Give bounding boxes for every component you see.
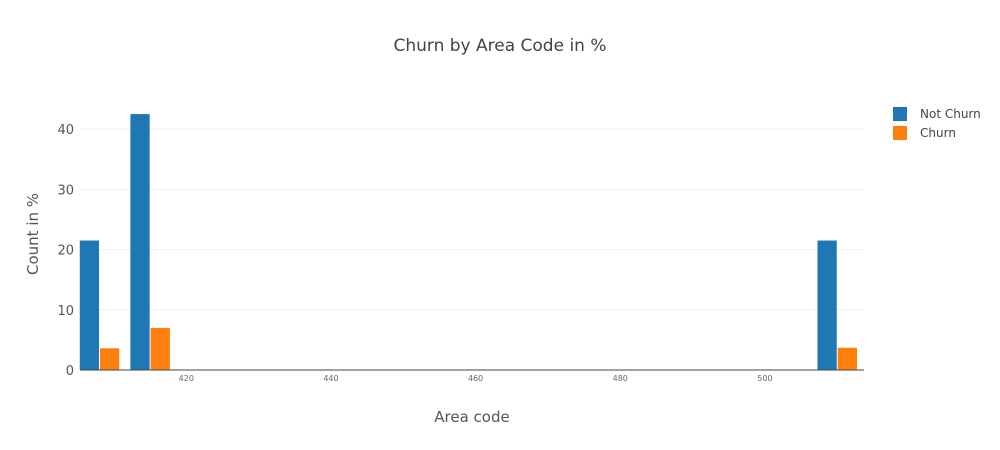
gridlines <box>80 128 864 311</box>
bar-churn[interactable] <box>837 347 857 370</box>
y-tick-label: 20 <box>57 244 74 259</box>
y-tick-label: 40 <box>57 123 74 138</box>
x-tick-label: 460 <box>468 374 483 383</box>
bar-churn[interactable] <box>100 348 120 370</box>
x-tick-labels: 420 440 460 480 500 <box>179 374 773 383</box>
bar-not-churn[interactable] <box>79 240 100 370</box>
chart-title: Churn by Area Code in % <box>393 36 606 56</box>
x-axis-label: Area code <box>434 408 509 426</box>
bar-churn[interactable] <box>150 327 170 370</box>
bar-not-churn[interactable] <box>130 114 150 370</box>
y-tick-label: 10 <box>57 304 74 319</box>
legend-label[interactable]: Not Churn <box>920 107 981 121</box>
x-tick-label: 440 <box>323 374 338 383</box>
bars <box>79 114 857 370</box>
legend-label[interactable]: Churn <box>920 126 956 140</box>
y-tick-label: 30 <box>57 183 74 198</box>
legend-swatch <box>893 107 907 121</box>
legend-swatch <box>893 126 907 140</box>
legend[interactable]: Not Churn Churn <box>893 107 981 140</box>
y-tick-labels: 0 10 20 30 40 <box>57 123 74 379</box>
y-axis-label: Count in % <box>24 193 42 275</box>
y-tick-label: 0 <box>66 364 74 379</box>
x-tick-label: 480 <box>613 374 628 383</box>
bar-not-churn[interactable] <box>817 240 837 370</box>
x-tick-label: 420 <box>179 374 194 383</box>
x-tick-label: 500 <box>757 374 772 383</box>
